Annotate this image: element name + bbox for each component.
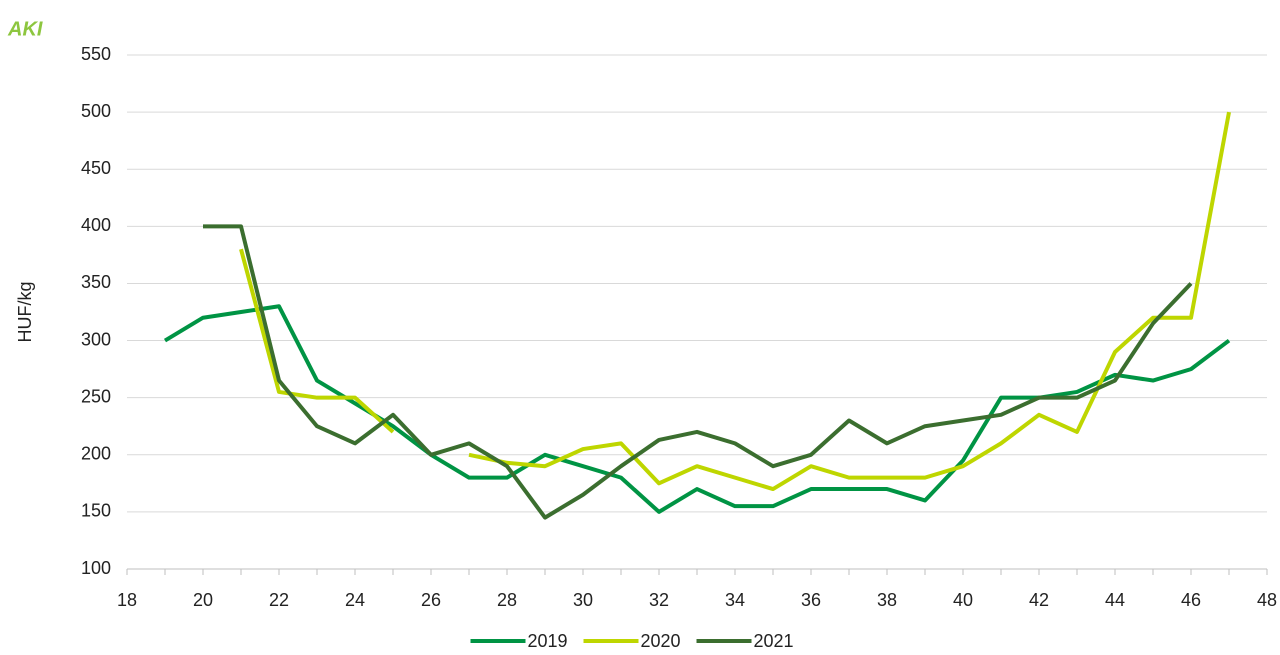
x-tick-label: 40 (953, 590, 973, 610)
x-tick-label: 26 (421, 590, 441, 610)
y-tick-label: 300 (81, 329, 111, 349)
x-tick-label: 24 (345, 590, 365, 610)
x-tick-label: 46 (1181, 590, 1201, 610)
data-line (203, 224, 1193, 520)
y-tick-label: 100 (81, 558, 111, 578)
x-tick-label: 18 (117, 590, 137, 610)
x-tick-label: 30 (573, 590, 593, 610)
x-tick-label: 28 (497, 590, 517, 610)
x-tick-label: 38 (877, 590, 897, 610)
legend-label: 2020 (641, 631, 681, 651)
x-tick-label: 22 (269, 590, 289, 610)
x-tick-label: 20 (193, 590, 213, 610)
logo: AKI (7, 18, 43, 40)
y-tick-label: 350 (81, 272, 111, 292)
x-tick-label: 44 (1105, 590, 1125, 610)
y-tick-label: 150 (81, 501, 111, 521)
data-line (239, 111, 1231, 492)
legend-label: 2021 (754, 631, 794, 651)
y-tick-label: 400 (81, 215, 111, 235)
y-axis-label: HUF/kg (15, 281, 35, 342)
x-tick-label: 34 (725, 590, 745, 610)
y-tick-label: 250 (81, 386, 111, 406)
data-line (163, 304, 1231, 514)
x-tick-label: 42 (1029, 590, 1049, 610)
legend-label: 2019 (528, 631, 568, 651)
x-tick-label: 32 (649, 590, 669, 610)
y-tick-label: 200 (81, 444, 111, 464)
x-tick-label: 36 (801, 590, 821, 610)
y-tick-label: 500 (81, 101, 111, 121)
y-tick-label: 450 (81, 158, 111, 178)
x-tick-label: 48 (1257, 590, 1277, 610)
y-tick-label: 550 (81, 44, 111, 64)
